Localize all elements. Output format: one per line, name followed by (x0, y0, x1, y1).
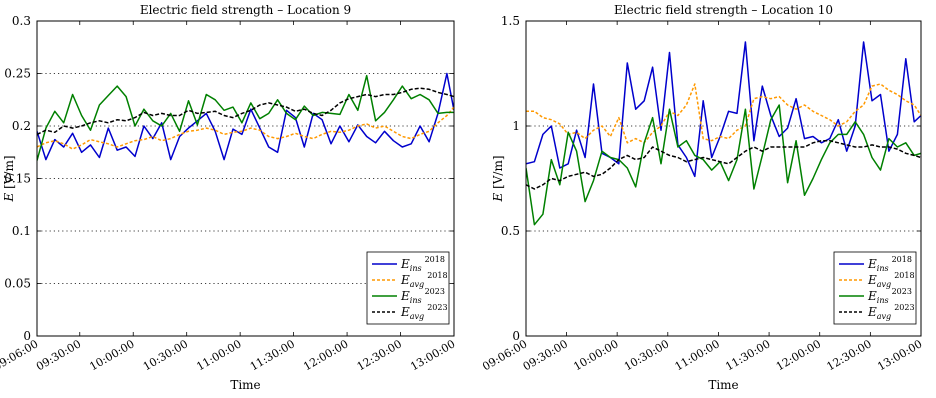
x-tick-label: 09:30:00 (521, 337, 570, 373)
chart-title: Electric field strength – Location 10 (614, 3, 833, 17)
legend-entry: Eins2023 (400, 287, 445, 305)
chart-location-9: Electric field strength – Location 9 0 0.0… (0, 3, 458, 392)
x-tick-label: 10:00:00 (571, 337, 620, 373)
y-axis-unit: [V/m] (491, 155, 505, 192)
series-line-ins-2023 (526, 104, 921, 226)
axes-frame (36, 20, 455, 337)
legend-entry: Eavg2023 (400, 303, 448, 321)
x-tick-label: 12:00:00 (301, 337, 350, 373)
y-axis-label: E [V/m] (491, 155, 505, 202)
x-tick-label: 12:30:00 (355, 337, 404, 373)
series-line-avg-2018 (37, 106, 454, 150)
series-line-avg-2023 (37, 87, 454, 136)
chart-title: Electric field strength – Location 9 (140, 3, 351, 17)
x-axis-label: Time (708, 378, 738, 392)
axes-frame (525, 20, 922, 337)
y-tick-label: 0.25 (4, 67, 31, 81)
legend-entry: Eins2018 (400, 255, 445, 273)
x-tick-label: 11:00:00 (194, 337, 243, 373)
legend-entry: Eavg2018 (867, 271, 915, 289)
y-tick-label: 1 (512, 119, 520, 133)
legend-entry: Eins2023 (867, 287, 912, 305)
x-tick-label: 09:30:00 (34, 337, 83, 373)
legend-entry: Eavg2018 (400, 271, 448, 289)
series-line-ins-2023 (37, 74, 454, 161)
series-line-avg-2018 (526, 83, 921, 144)
x-tick-label: 10:30:00 (622, 337, 671, 373)
y-tick-label: 0.15 (4, 172, 31, 186)
y-tick-label: 0.3 (12, 14, 31, 28)
y-tick-label: 0.05 (4, 277, 31, 291)
x-tick-label: 10:30:00 (141, 337, 190, 373)
series-line-avg-2023 (526, 139, 921, 190)
y-tick-label: 1.5 (501, 14, 520, 28)
x-tick-label: 11:00:00 (673, 337, 722, 373)
x-tick-label: 12:00:00 (774, 337, 823, 373)
series-line-ins-2018 (526, 41, 921, 178)
x-tick-label: 09:06:00 (0, 337, 41, 373)
x-tick-label: 11:30:00 (248, 337, 297, 373)
series-line-ins-2018 (37, 72, 454, 161)
y-tick-label: 0.1 (12, 224, 31, 238)
legend-entry: Eavg2023 (867, 303, 915, 321)
x-tick-label: 12:30:00 (825, 337, 874, 373)
x-axis-label: Time (230, 378, 260, 392)
x-tick-label: 09:06:00 (480, 337, 529, 373)
y-axis-symbol: E (2, 193, 16, 203)
y-axis-unit: [V/m] (2, 155, 16, 192)
y-tick-label: 0.2 (12, 119, 31, 133)
y-tick-label: 0 (512, 329, 520, 343)
x-tick-label: 10:00:00 (87, 337, 136, 373)
x-tick-label: 13:00:00 (875, 337, 924, 373)
chart-location-10: Electric field strength – Location 10 0 0.… (480, 3, 924, 392)
y-tick-label: 0.5 (501, 224, 520, 238)
y-tick-label: 0 (23, 329, 31, 343)
x-tick-label: 13:00:00 (408, 337, 457, 373)
y-axis-symbol: E (491, 193, 505, 203)
legend-entry: Eins2018 (867, 255, 912, 273)
y-axis-label: E [V/m] (2, 155, 16, 202)
x-tick-label: 11:30:00 (723, 337, 772, 373)
